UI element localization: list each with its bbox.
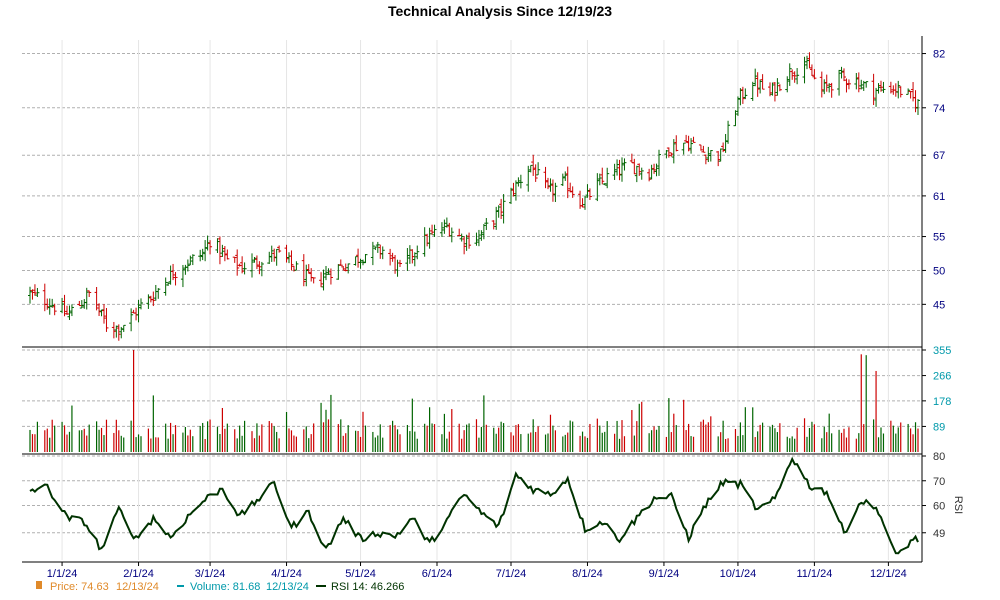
volume-tick-label: 89 [933,421,945,433]
legend-volume-label: Volume: 81.68 [190,581,260,593]
date-tick-label: 10/1/24 [720,568,757,580]
legend-rsi-label: RSI 14: 46.266 [331,581,404,593]
price-tick-label: 67 [933,150,945,162]
price-tick-label: 55 [933,232,945,244]
price-tick-label: 82 [933,49,945,61]
date-tick-label: 3/1/24 [195,568,226,580]
date-tick-label: 8/1/24 [572,568,603,580]
rsi-tick-label: 49 [933,528,945,540]
chart-title: Technical Analysis Since 12/19/23 [388,3,612,19]
legend-price-label: Price: 74.63 [50,581,109,593]
date-tick-label: 4/1/24 [271,568,302,580]
legend-price-date: 12/13/24 [116,581,159,593]
price-swatch-icon [36,581,42,589]
price-tick-label: 50 [933,265,945,277]
rsi-tick-label: 80 [933,451,945,463]
grid-lines [22,40,922,560]
volume-tick-label: 178 [933,396,951,408]
rsi-tick-label: 70 [933,476,945,488]
rsi-tick-label: 60 [933,501,945,513]
date-tick-label: 2/1/24 [123,568,154,580]
price-ohlc-series [28,52,920,341]
rsi-line [29,456,919,555]
date-tick-label: 1/1/24 [47,568,78,580]
volume-tick-label: 355 [933,345,951,357]
date-tick-label: 12/1/24 [870,568,907,580]
volume-tick-label: 266 [933,371,951,383]
price-tick-label: 45 [933,299,945,311]
volume-bar-series [29,350,919,452]
axes: 82 74 67 61 55 50 45 355 266 178 89 80 70 60 49 1/1/24 2… [22,36,951,580]
date-tick-label: 5/1/24 [345,568,376,580]
rsi-line-series [29,456,919,555]
date-tick-label: 7/1/24 [496,568,527,580]
date-tick-label: 9/1/24 [649,568,680,580]
date-tick-label: 11/1/24 [796,568,832,580]
legend-volume-date: 12/13/24 [266,581,309,593]
price-tick-label: 74 [933,103,945,115]
date-tick-label: 6/1/24 [422,568,453,580]
rsi-axis-label: RSI [952,496,964,514]
legend: Price: 74.63 12/13/24 Volume: 81.68 12/1… [36,581,404,593]
price-tick-label: 61 [933,191,945,203]
